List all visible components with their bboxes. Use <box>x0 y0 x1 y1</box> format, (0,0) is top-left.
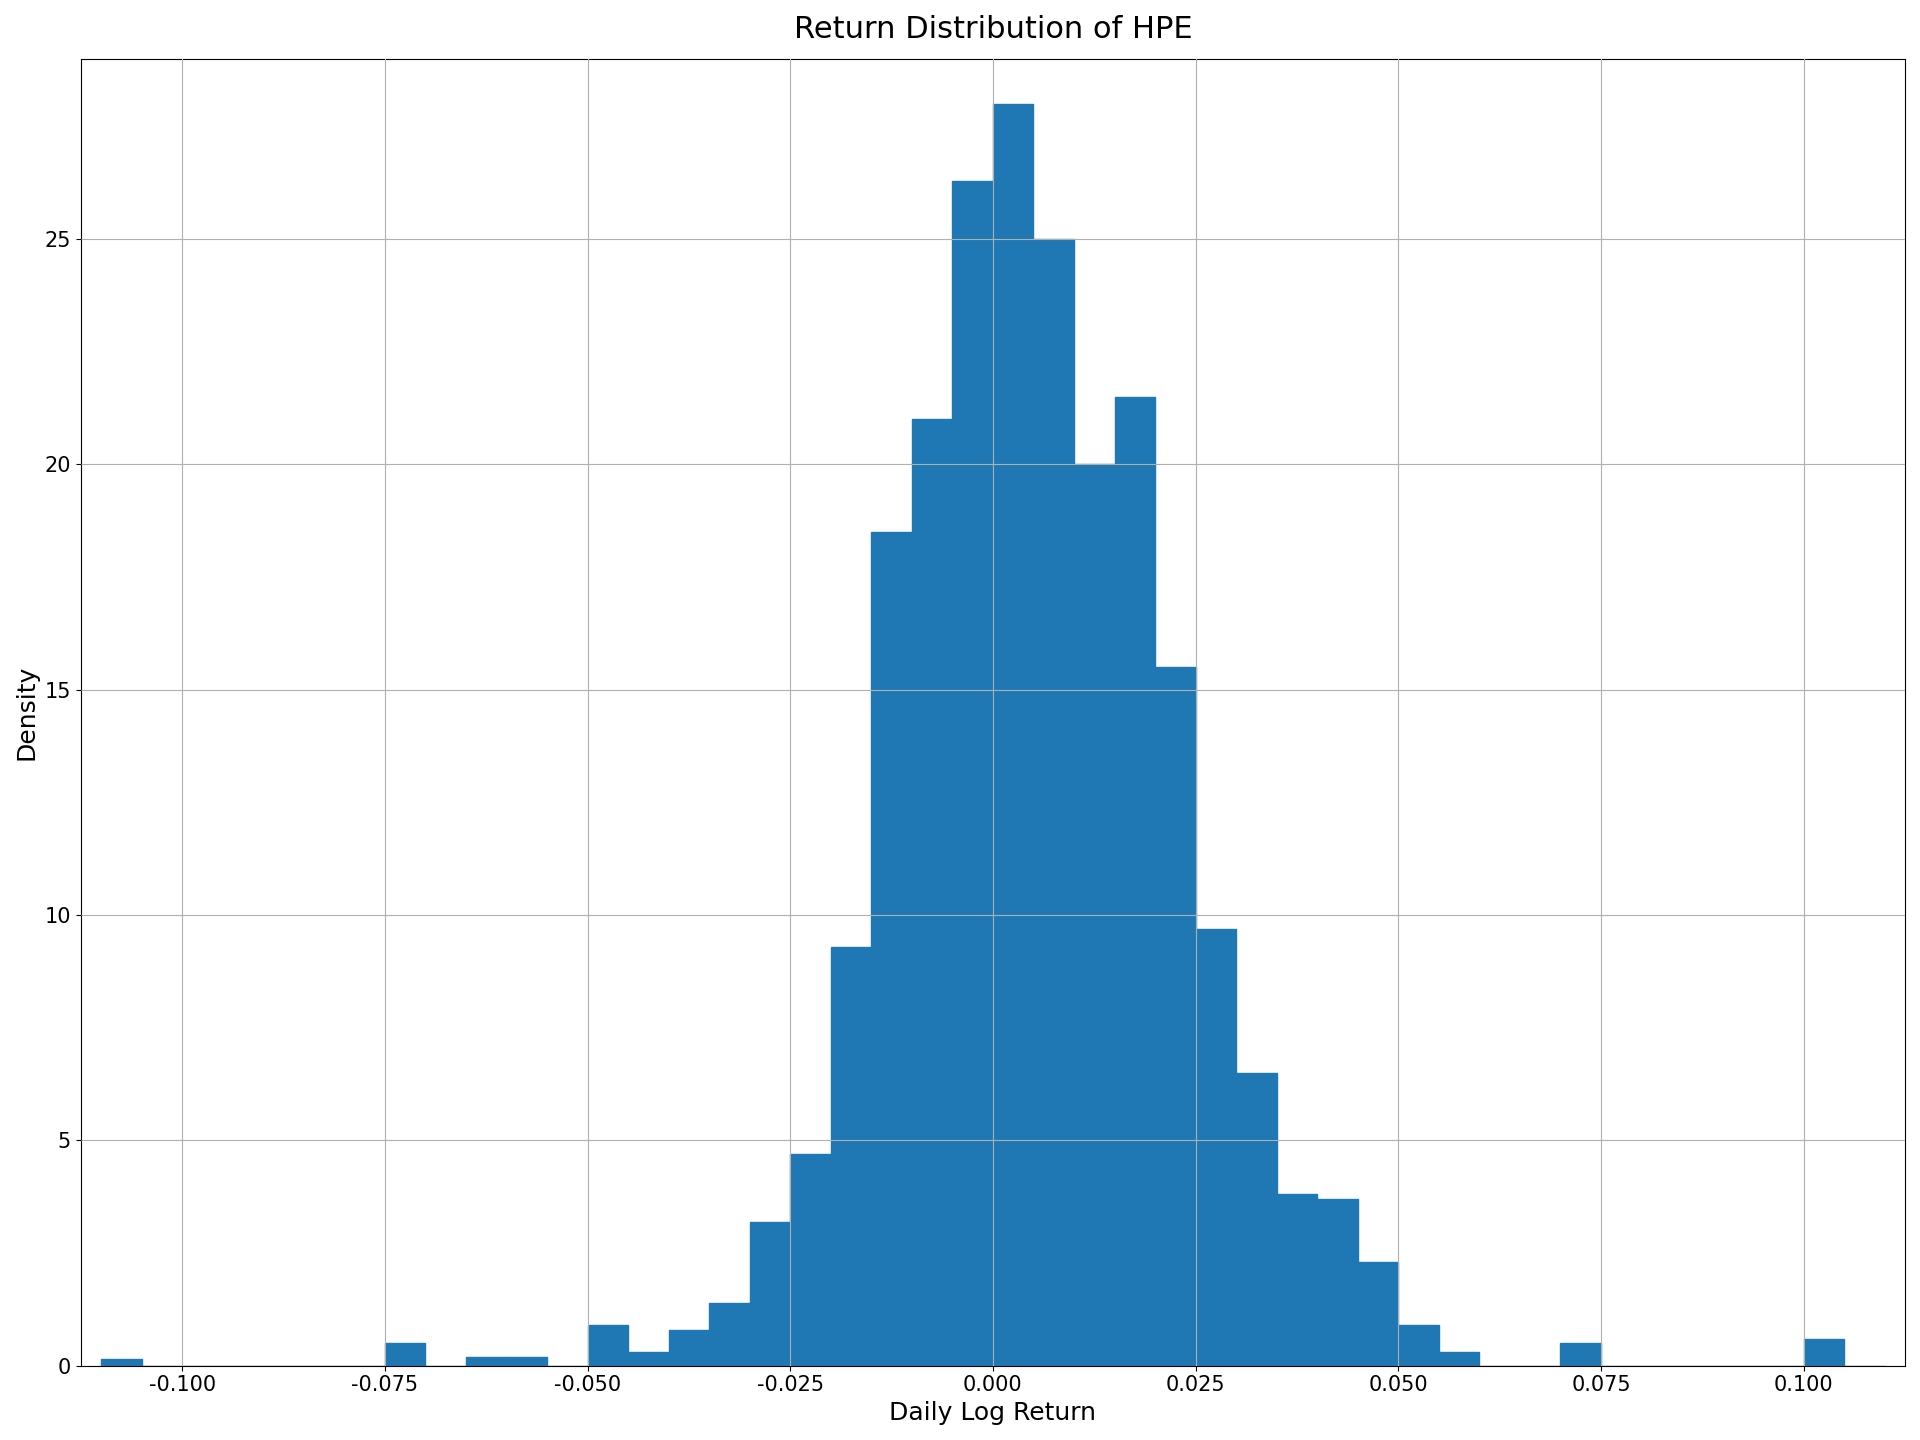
Bar <box>1317 1200 1357 1365</box>
Bar <box>1033 239 1073 1365</box>
Bar <box>749 1221 791 1365</box>
Bar <box>1357 1261 1398 1365</box>
Bar <box>1236 1073 1277 1365</box>
Bar <box>791 1153 831 1365</box>
Bar <box>1398 1325 1438 1365</box>
Bar <box>467 1356 507 1365</box>
X-axis label: Daily Log Return: Daily Log Return <box>889 1401 1096 1426</box>
Bar <box>1561 1344 1601 1365</box>
Bar <box>912 419 952 1365</box>
Bar <box>708 1303 749 1365</box>
Bar <box>993 104 1033 1365</box>
Bar <box>952 180 993 1365</box>
Bar <box>1803 1339 1845 1365</box>
Bar <box>1114 397 1156 1365</box>
Title: Return Distribution of HPE: Return Distribution of HPE <box>793 14 1192 45</box>
Y-axis label: Density: Density <box>15 665 38 760</box>
Bar <box>668 1329 708 1365</box>
Bar <box>507 1356 547 1365</box>
Bar <box>1073 465 1114 1365</box>
Bar <box>628 1352 668 1365</box>
Bar <box>1156 667 1196 1365</box>
Bar <box>588 1325 628 1365</box>
Bar <box>872 531 912 1365</box>
Bar <box>102 1359 142 1365</box>
Bar <box>831 946 872 1365</box>
Bar <box>1196 929 1236 1365</box>
Bar <box>1438 1352 1478 1365</box>
Bar <box>384 1344 426 1365</box>
Bar <box>1277 1194 1317 1365</box>
